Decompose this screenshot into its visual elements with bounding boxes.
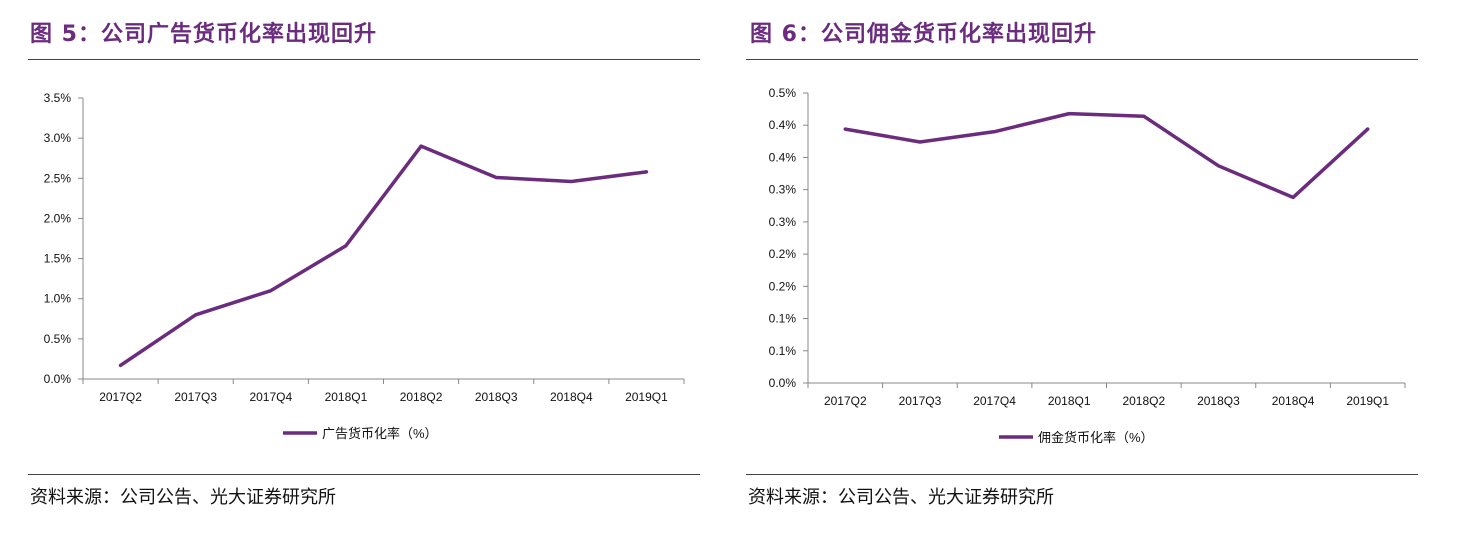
data-point <box>993 130 997 134</box>
figure-6-panel: 图 6：公司佣金货币化率出现回升 0.0% 0.1% 0.1% 0.2% 0.2% 0.3… <box>720 0 1467 542</box>
data-point <box>843 127 847 131</box>
x-tick-label: 2018Q3 <box>475 390 518 404</box>
series-line <box>118 144 649 368</box>
x-tick-label: 2018Q3 <box>1197 394 1240 408</box>
y-tick-label: 1.0% <box>44 292 72 306</box>
y-tick-label: 0.2% <box>769 247 797 261</box>
figure-6-bottom-rule <box>746 474 1418 475</box>
x-tick-label: 2019Q1 <box>1346 394 1389 408</box>
y-tick-label: 0.2% <box>769 279 797 293</box>
data-point <box>1366 127 1370 131</box>
figure-5-source: 资料来源：公司公告、光大证券研究所 <box>30 487 336 508</box>
data-point <box>1067 112 1071 116</box>
y-tick-label: 0.3% <box>769 183 797 197</box>
figure-6-source: 资料来源：公司公告、光大证券研究所 <box>748 487 1054 508</box>
y-tick-label: 2.0% <box>44 211 72 225</box>
x-tick-label: 2018Q4 <box>1272 394 1315 408</box>
data-point <box>194 313 198 317</box>
y-tick-label: 0.3% <box>769 215 797 229</box>
x-tick-label: 2019Q1 <box>625 390 668 404</box>
figure-5-bottom-rule <box>28 474 700 475</box>
data-point <box>269 289 273 293</box>
y-tick-label: 0.4% <box>769 150 797 164</box>
figure-6-top-rule <box>746 59 1418 60</box>
x-tick-label: 2017Q2 <box>824 394 867 408</box>
x-tick-label: 2018Q4 <box>550 390 593 404</box>
y-tick-label: 0.4% <box>769 118 797 132</box>
series-line <box>843 111 1370 200</box>
x-tick-label: 2018Q1 <box>1048 394 1091 408</box>
x-tick-label: 2018Q1 <box>325 390 368 404</box>
y-tick-label: 0.0% <box>769 376 797 390</box>
data-point <box>419 144 423 148</box>
data-point <box>344 244 348 248</box>
y-tick-label: 3.5% <box>44 91 72 105</box>
legend-label: 佣金货币化率（%） <box>1038 430 1154 445</box>
data-point <box>1216 164 1220 168</box>
figure-5-chart: 0.0% 0.5% 1.0% 1.5% 2.0% 2.5% 3.0% 3.5% 2017Q2 20… <box>44 91 685 441</box>
y-tick-label: 0.5% <box>769 86 797 100</box>
figure-5-panel: 图 5：公司广告货币化率出现回升 0.0% 0.5% 1.0% 1.5% 2.0% 2.5… <box>0 0 720 542</box>
figure-6-chart: 0.0% 0.1% 0.1% 0.2% 0.2% 0.3% 0.3% 0.4% 0.4% 0.5%… <box>769 86 1406 445</box>
data-point <box>1291 195 1295 199</box>
figure-5-top-rule <box>28 59 700 60</box>
x-tick-label: 2018Q2 <box>400 390 443 404</box>
x-tick-label: 2017Q4 <box>973 394 1016 408</box>
data-point <box>494 175 498 179</box>
x-tick-label: 2017Q3 <box>899 394 942 408</box>
y-tick-label: 0.1% <box>769 312 797 326</box>
x-tick-label: 2018Q2 <box>1122 394 1165 408</box>
y-tick-label: 3.0% <box>44 131 72 145</box>
x-tick-label: 2017Q3 <box>174 390 217 404</box>
y-tick-label: 0.0% <box>44 372 72 386</box>
figure-6-title: 图 6：公司佣金货币化率出现回升 <box>750 22 1097 47</box>
data-point <box>569 179 573 183</box>
legend-label: 广告货币化率（%） <box>322 426 438 441</box>
data-point <box>644 170 648 174</box>
x-tick-label: 2017Q2 <box>99 390 142 404</box>
y-tick-label: 1.5% <box>44 252 72 266</box>
y-tick-label: 2.5% <box>44 171 72 185</box>
y-tick-label: 0.5% <box>44 332 72 346</box>
data-point <box>918 140 922 144</box>
figure-5-title: 图 5：公司广告货币化率出现回升 <box>30 22 377 47</box>
data-point <box>119 363 123 367</box>
y-tick-label: 0.1% <box>769 344 797 358</box>
x-tick-label: 2017Q4 <box>249 390 292 404</box>
data-point <box>1142 114 1146 118</box>
